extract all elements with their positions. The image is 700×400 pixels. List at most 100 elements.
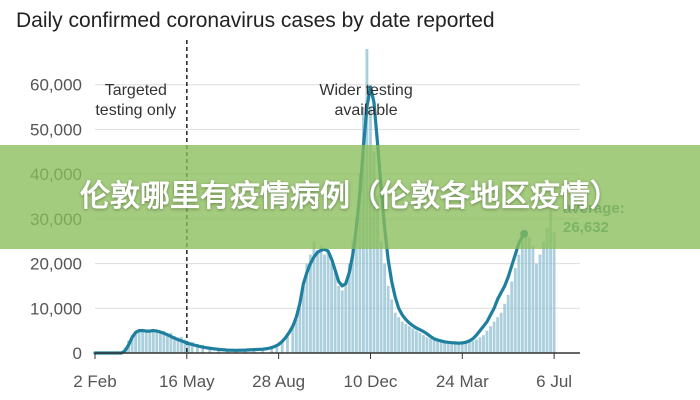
daily-bar xyxy=(383,263,387,353)
daily-bar xyxy=(379,241,383,353)
daily-bar xyxy=(134,332,138,353)
daily-bar xyxy=(354,218,358,353)
daily-bar xyxy=(446,342,450,353)
daily-bar xyxy=(176,337,180,353)
daily-bar xyxy=(400,321,404,353)
y-tick-label: 50,000 xyxy=(30,120,82,139)
daily-bar xyxy=(294,319,298,353)
daily-bar xyxy=(201,344,205,353)
daily-bar xyxy=(542,241,545,353)
daily-bar xyxy=(183,339,187,353)
daily-bar xyxy=(333,272,337,353)
x-tick-label: 16 May xyxy=(159,372,215,391)
overlay-banner: 伦敦哪里有疫情病例（伦敦各地区疫情） xyxy=(0,145,700,249)
daily-bar xyxy=(450,342,454,353)
daily-bar xyxy=(549,209,552,353)
daily-bar xyxy=(275,346,279,353)
daily-bar xyxy=(520,236,524,353)
daily-bar xyxy=(155,329,159,353)
daily-bar xyxy=(130,335,134,353)
daily-bar xyxy=(513,268,517,353)
daily-bar xyxy=(489,326,492,353)
daily-bar xyxy=(524,230,528,353)
daily-bar xyxy=(312,241,316,353)
y-tick-label: 10,000 xyxy=(30,299,82,318)
daily-bar xyxy=(270,347,273,353)
daily-bar xyxy=(305,263,309,353)
daily-bar xyxy=(298,308,302,353)
daily-bar xyxy=(372,151,376,353)
daily-bar xyxy=(482,335,485,353)
daily-bar xyxy=(429,338,432,353)
daily-bar xyxy=(326,250,330,353)
daily-bar xyxy=(467,341,471,353)
daily-bar xyxy=(137,330,141,353)
daily-bar xyxy=(316,250,319,353)
daily-bar xyxy=(478,337,482,353)
daily-bar xyxy=(414,330,418,353)
overlay-banner-text: 伦敦哪里有疫情病例（伦敦各地区疫情） xyxy=(80,179,620,214)
daily-bar xyxy=(358,174,362,353)
daily-bar xyxy=(291,326,295,353)
daily-bar xyxy=(517,254,521,353)
daily-bar xyxy=(144,330,148,353)
x-tick-label: 28 Aug xyxy=(252,372,305,391)
daily-bar xyxy=(503,303,507,353)
daily-bar xyxy=(173,336,176,353)
daily-bar xyxy=(165,334,169,353)
chart-title: Daily confirmed coronavirus cases by dat… xyxy=(16,9,495,32)
daily-bar xyxy=(319,245,323,353)
daily-bar xyxy=(148,332,152,353)
x-tick-label: 2 Feb xyxy=(73,372,116,391)
y-tick-label: 0 xyxy=(73,344,82,363)
daily-bar xyxy=(496,317,500,353)
daily-bar xyxy=(280,341,284,353)
daily-bar xyxy=(407,326,411,353)
annotation-label: Targeted testing only xyxy=(95,82,176,119)
daily-bar xyxy=(552,232,556,353)
daily-bar xyxy=(169,332,173,353)
daily-bar xyxy=(376,196,379,353)
annotation-label: Wider testing available xyxy=(319,82,412,119)
daily-bar xyxy=(422,335,425,353)
annotations-layer: Targeted testing only Wider testing availab… xyxy=(95,82,412,119)
daily-bar xyxy=(330,263,334,353)
daily-bar xyxy=(418,332,422,353)
daily-bar xyxy=(475,339,478,353)
daily-bar xyxy=(180,336,183,353)
daily-bar xyxy=(323,254,326,353)
daily-bar xyxy=(411,328,415,353)
daily-bar xyxy=(151,331,155,353)
daily-bar xyxy=(425,337,429,353)
daily-bar xyxy=(347,263,351,353)
y-tick-label: 60,000 xyxy=(30,76,82,95)
x-axis-ticks: 2 Feb 16 May 28 Aug 10 Dec 24 Mar 6 Jul xyxy=(73,353,572,391)
daily-bar xyxy=(506,294,510,353)
daily-bar xyxy=(436,340,439,353)
daily-bar xyxy=(190,341,194,353)
daily-bar xyxy=(492,321,496,353)
daily-bar xyxy=(485,330,489,353)
daily-bar xyxy=(386,285,390,353)
daily-bar xyxy=(443,341,447,353)
series-line xyxy=(93,85,526,355)
daily-bar xyxy=(457,343,461,353)
daily-bar xyxy=(301,285,305,353)
daily-bar xyxy=(432,339,436,353)
daily-bar xyxy=(390,299,394,353)
daily-bar xyxy=(464,342,468,353)
daily-bar xyxy=(162,331,166,353)
daily-bar xyxy=(535,263,538,353)
daily-bar xyxy=(196,344,199,353)
daily-bar xyxy=(527,236,531,353)
daily-bar xyxy=(351,241,355,353)
daily-bar xyxy=(471,340,475,353)
daily-bar xyxy=(309,254,312,353)
daily-bar xyxy=(531,245,535,353)
daily-bar xyxy=(141,331,145,353)
daily-bar xyxy=(538,254,542,353)
daily-bar xyxy=(510,281,514,353)
daily-bar xyxy=(404,323,408,353)
daily-bar xyxy=(499,312,503,353)
x-tick-label: 10 Dec xyxy=(344,372,398,391)
